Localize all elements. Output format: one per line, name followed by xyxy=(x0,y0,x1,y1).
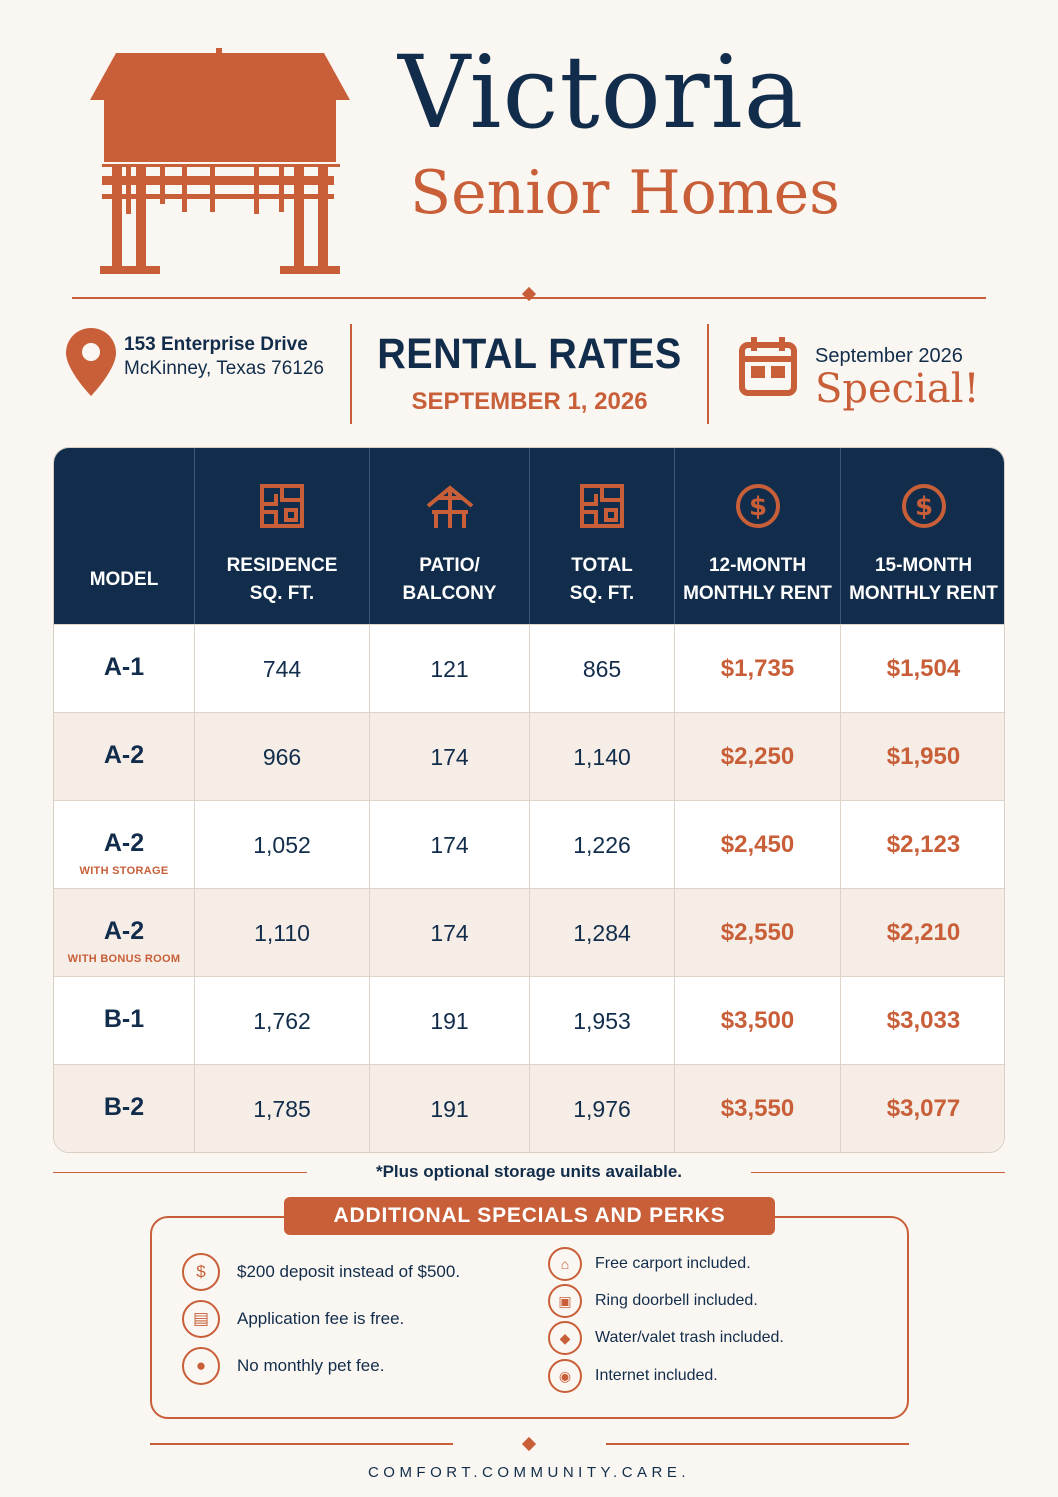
patio-sqft-cell: 174 xyxy=(370,801,530,889)
map-pin-icon xyxy=(66,328,116,396)
table-row: A-2 WITH BONUS ROOM 1,110 174 1,284 $2,5… xyxy=(54,888,1004,977)
column-header-patio: PATIO/BALCONY xyxy=(370,448,530,624)
patio-sqft-cell: 174 xyxy=(370,889,530,977)
perk-item: ▣ Ring doorbell included. xyxy=(548,1282,758,1320)
residence-sqft-cell: 744 xyxy=(195,625,370,713)
perks-title: ADDITIONAL SPECIALS AND PERKS xyxy=(284,1197,775,1235)
perk-item: ◉ Internet included. xyxy=(548,1357,718,1395)
rental-rates-date: SEPTEMBER 1, 2026 xyxy=(411,388,648,415)
rental-rates-table: MODEL RESIDENCE SQ. FT. xyxy=(53,447,1005,1153)
total-sqft-cell: 1,140 xyxy=(530,713,675,801)
svg-text:$: $ xyxy=(914,492,932,522)
model-cell: B-1 xyxy=(54,977,195,1065)
perk-item: $ $200 deposit instead of $500. xyxy=(182,1253,460,1291)
rent-12-month-cell: $3,550 xyxy=(675,1065,841,1152)
total-sqft-cell: 1,976 xyxy=(530,1065,675,1152)
dollar-circle-icon: $ xyxy=(735,484,780,528)
brand-title: Victoria xyxy=(398,34,805,151)
address-line-1: 153 Enterprise Drive xyxy=(124,334,308,355)
perk-item: ● No monthly pet fee. xyxy=(182,1347,384,1385)
model-cell: A-1 xyxy=(54,625,195,713)
perk-text: Ring doorbell included. xyxy=(595,1292,758,1309)
rent-15-month-cell: $3,077 xyxy=(886,1095,961,1122)
divider-diamond xyxy=(521,1436,537,1452)
table-footnote: *Plus optional storage units available. xyxy=(375,1162,683,1181)
perk-text: Application fee is free. xyxy=(237,1309,405,1328)
residence-sqft-cell: 1,052 xyxy=(195,801,370,889)
floorplan-icon xyxy=(260,484,304,528)
special-word: Special! xyxy=(815,366,980,412)
model-cell: A-2 WITH STORAGE xyxy=(54,801,195,889)
rent-15-month-cell: $1,950 xyxy=(886,743,961,770)
paw-icon: ● xyxy=(182,1347,220,1385)
dollar-icon: $ xyxy=(182,1253,220,1291)
rent-15-month-cell: $2,210 xyxy=(886,919,961,946)
residence-sqft-cell: 1,110 xyxy=(195,889,370,977)
table-row: A-1 744 121 865 $1,735 $1,504 xyxy=(54,624,1004,713)
vertical-divider xyxy=(707,324,709,424)
doorbell-icon: ▣ xyxy=(548,1284,582,1318)
brand-subtitle: Senior Homes xyxy=(410,158,840,228)
water-drop-icon: ◆ xyxy=(548,1321,582,1355)
table-row: A-2 966 174 1,140 $2,250 $1,950 xyxy=(54,712,1004,801)
vertical-divider xyxy=(350,324,352,424)
total-sqft-cell: 1,284 xyxy=(530,889,675,977)
rent-12-month-cell: $1,735 xyxy=(675,625,841,713)
perk-text: Free carport included. xyxy=(595,1255,751,1272)
perk-item: ⌂ Free carport included. xyxy=(548,1245,751,1283)
column-header-model: MODEL xyxy=(54,448,195,624)
perk-item: ▤ Application fee is free. xyxy=(182,1300,404,1338)
divider xyxy=(606,1443,909,1445)
model-cell: A-2 xyxy=(54,713,195,801)
perk-text: Internet included. xyxy=(595,1367,718,1384)
patio-sqft-cell: 174 xyxy=(370,713,530,801)
patio-sqft-cell: 121 xyxy=(370,625,530,713)
table-row: A-2 WITH STORAGE 1,052 174 1,226 $2,450 … xyxy=(54,800,1004,889)
calendar-icon xyxy=(739,337,797,396)
table-row: B-2 1,785 191 1,976 $3,550 $3,077 xyxy=(54,1064,1004,1152)
svg-text:$: $ xyxy=(748,492,766,522)
table-row: B-1 1,762 191 1,953 $3,500 $3,033 xyxy=(54,976,1004,1065)
rental-rates-title: RENTAL RATES xyxy=(377,330,682,378)
divider xyxy=(751,1172,1005,1173)
patio-chair-icon xyxy=(426,485,473,528)
rent-15-month-cell: $2,123 xyxy=(886,831,961,858)
address-line-2: McKinney, Texas 76126 xyxy=(124,358,324,379)
rent-15-month-cell: $3,033 xyxy=(886,1007,961,1034)
rent-15-month-cell: $1,504 xyxy=(886,655,961,682)
patio-sqft-cell: 191 xyxy=(370,977,530,1065)
total-sqft-cell: 1,226 xyxy=(530,801,675,889)
rent-12-month-cell: $2,450 xyxy=(675,801,841,889)
footer-tagline: COMFORT.COMMUNITY.CARE. xyxy=(367,1464,691,1481)
rent-12-month-cell: $2,250 xyxy=(675,713,841,801)
special-month: September 2026 xyxy=(815,345,963,367)
residence-sqft-cell: 1,762 xyxy=(195,977,370,1065)
rent-12-month-cell: $3,500 xyxy=(675,977,841,1065)
floorplan-icon xyxy=(580,484,624,528)
dollar-circle-icon: $ xyxy=(901,484,946,528)
divider xyxy=(53,1172,307,1173)
perk-item: ◆ Water/valet trash included. xyxy=(548,1319,784,1357)
column-header-rent-15: $ 15-MONTH MONTHLY RENT xyxy=(841,448,1004,624)
model-cell: A-2 WITH BONUS ROOM xyxy=(54,889,195,977)
house-on-posts-icon xyxy=(90,48,350,274)
column-header-residence: RESIDENCE SQ. FT. xyxy=(195,448,370,624)
column-header-total: TOTAL SQ. FT. xyxy=(530,448,675,624)
column-header-rent-12: $ 12-MONTH MONTHLY RENT xyxy=(675,448,841,624)
total-sqft-cell: 865 xyxy=(530,625,675,713)
table-header: MODEL RESIDENCE SQ. FT. xyxy=(54,448,1004,624)
perk-text: Water/valet trash included. xyxy=(595,1329,784,1346)
divider xyxy=(150,1443,453,1445)
patio-sqft-cell: 191 xyxy=(370,1065,530,1152)
model-cell: B-2 xyxy=(54,1065,195,1152)
document-icon: ▤ xyxy=(182,1300,220,1338)
carport-icon: ⌂ xyxy=(548,1247,582,1281)
perk-text: $200 deposit instead of $500. xyxy=(237,1262,461,1281)
residence-sqft-cell: 966 xyxy=(195,713,370,801)
residence-sqft-cell: 1,785 xyxy=(195,1065,370,1152)
total-sqft-cell: 1,953 xyxy=(530,977,675,1065)
rent-12-month-cell: $2,550 xyxy=(675,889,841,977)
perk-text: No monthly pet fee. xyxy=(237,1356,385,1375)
wifi-icon: ◉ xyxy=(548,1359,582,1393)
